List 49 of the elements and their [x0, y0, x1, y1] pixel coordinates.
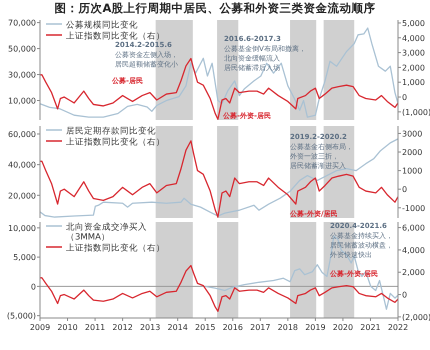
y2-tick-label: 0: [402, 290, 408, 300]
line-series: [39, 27, 399, 118]
y2-tick-label: 1000: [402, 166, 422, 176]
x-tick-label: 2011: [84, 323, 106, 332]
legend-label: 公募规模同比变化: [66, 20, 138, 30]
x-tick-label: 2017: [250, 323, 270, 332]
y-tick-label: (5,000): [6, 312, 36, 321]
legend-label: 上证指数同比变化（右）: [66, 30, 165, 42]
x-tick-label: 2013: [140, 323, 160, 332]
y-tick-label: 10,000: [8, 96, 36, 106]
line-series: [39, 264, 399, 312]
y2-tick-label: 1,000: [402, 78, 425, 88]
y-tick-label: 40,000: [8, 160, 36, 170]
x-tick-label: 2019: [305, 323, 326, 332]
x-tick-label: 2022: [388, 323, 408, 332]
y-tick-label: 30,000: [8, 70, 36, 80]
x-tick-label: 2021: [360, 323, 381, 332]
y2-tick-label: 6,000: [402, 224, 425, 233]
y2-tick-label: 0: [402, 93, 408, 102]
y2-tick-label: 4,000: [402, 34, 425, 43]
y-tick-label: 5,000: [13, 253, 36, 262]
legend-label: 北向资金成交净买入（3MMA）: [66, 222, 147, 242]
x-tick-label: 2020: [332, 323, 354, 332]
y2-tick-label: 2,000: [402, 268, 425, 278]
x-tick-label: 2012: [112, 323, 133, 332]
x-tick-label: 2015: [195, 323, 216, 332]
y2-tick-label: 3000: [402, 129, 422, 138]
y-tick-label: 50,000: [8, 44, 36, 54]
y2-tick-label: 5,000: [402, 18, 425, 28]
y2-tick-label: 0: [402, 185, 408, 194]
y2-tick-label: 3,000: [402, 48, 425, 58]
y-tick-label: 20,000: [8, 191, 36, 200]
y-tick-label: 70,000: [8, 18, 36, 28]
x-tick-label: 2014: [168, 323, 188, 332]
chart-title: 图：历次A股上行周期中居民、公募和外资三类资金流动顺序: [54, 1, 376, 15]
legend-label: 上证指数同比变化（右）: [66, 242, 165, 254]
legend-label: 居民定期存款同比变化: [66, 126, 156, 136]
y-tick-label: 0: [30, 282, 36, 292]
y-tick-label: 60,000: [8, 130, 36, 139]
y-tick-label: 10,000: [8, 224, 36, 233]
y2-tick-label: -1000: [402, 204, 426, 213]
x-tick-label: 2016: [222, 323, 243, 332]
y2-tick-label: 4,000: [402, 246, 425, 255]
x-tick-label: 2010: [57, 323, 78, 332]
y2-tick-label: 2000: [402, 148, 422, 158]
x-tick-label: 2018: [278, 323, 298, 332]
legend-label: 上证指数同比变化（右）: [66, 136, 165, 148]
x-tick-label: 2009: [30, 323, 50, 332]
y2-tick-label: 2,000: [402, 63, 425, 72]
